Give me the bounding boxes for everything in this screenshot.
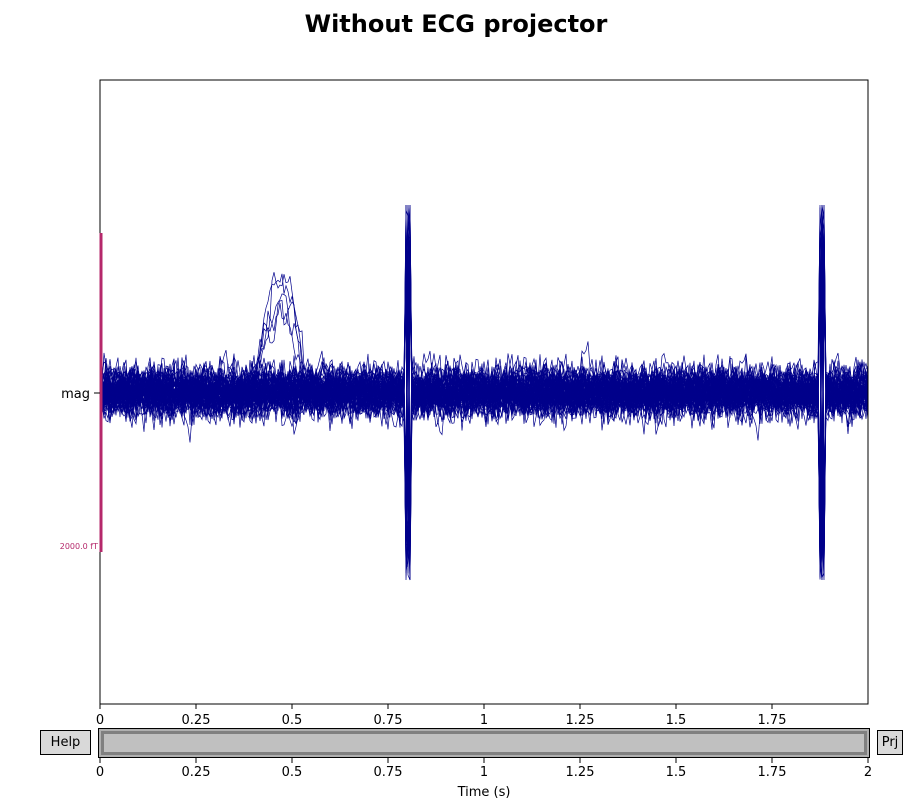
meg-trace [99, 225, 869, 568]
scroll-x-tick-label: 0.75 [374, 765, 403, 780]
scroll-x-tick-label: 0.5 [282, 765, 303, 780]
main-x-tick-label: 1.75 [758, 713, 787, 728]
scrollbar-x-axis: 0 0.25 0.5 0.75 1 1.25 1.5 1.75 2 [96, 758, 872, 780]
main-x-tick-label: 1.5 [666, 713, 687, 728]
main-x-tick-label: 0.25 [182, 713, 211, 728]
meg-trace [99, 281, 869, 570]
scale-bar-label: 2000.0 fT [60, 542, 98, 551]
scroll-x-tick-label: 0 [96, 765, 104, 780]
scroll-x-tick-label: 1.5 [666, 765, 687, 780]
meg-trace [99, 209, 869, 516]
time-axis-label: Time (s) [457, 785, 511, 800]
scroll-x-tick-label: 0.25 [182, 765, 211, 780]
scroll-x-tick-label: 1.75 [758, 765, 787, 780]
time-scrollbar[interactable] [98, 728, 870, 758]
meg-traces [99, 204, 869, 581]
figure-title: Without ECG projector [304, 10, 608, 38]
main-x-tick-label: 1.25 [566, 713, 595, 728]
scroll-x-tick-label: 1 [480, 765, 488, 780]
main-x-axis: 0 0.25 0.5 0.75 1 1.25 1.5 1.75 [96, 704, 787, 728]
channel-label-mag: mag [61, 387, 90, 402]
main-x-tick-label: 0 [96, 713, 104, 728]
scroll-x-tick-label: 2 [864, 765, 872, 780]
meg-trace [99, 229, 869, 533]
main-x-tick-label: 0.5 [282, 713, 303, 728]
time-scrollbar-thumb[interactable] [100, 730, 868, 756]
scroll-x-tick-label: 1.25 [566, 765, 595, 780]
help-button[interactable]: Help [40, 730, 91, 755]
projector-button[interactable]: Prj [877, 730, 903, 755]
main-x-tick-label: 1 [480, 713, 488, 728]
trace-axes[interactable] [99, 79, 869, 705]
main-x-tick-label: 0.75 [374, 713, 403, 728]
